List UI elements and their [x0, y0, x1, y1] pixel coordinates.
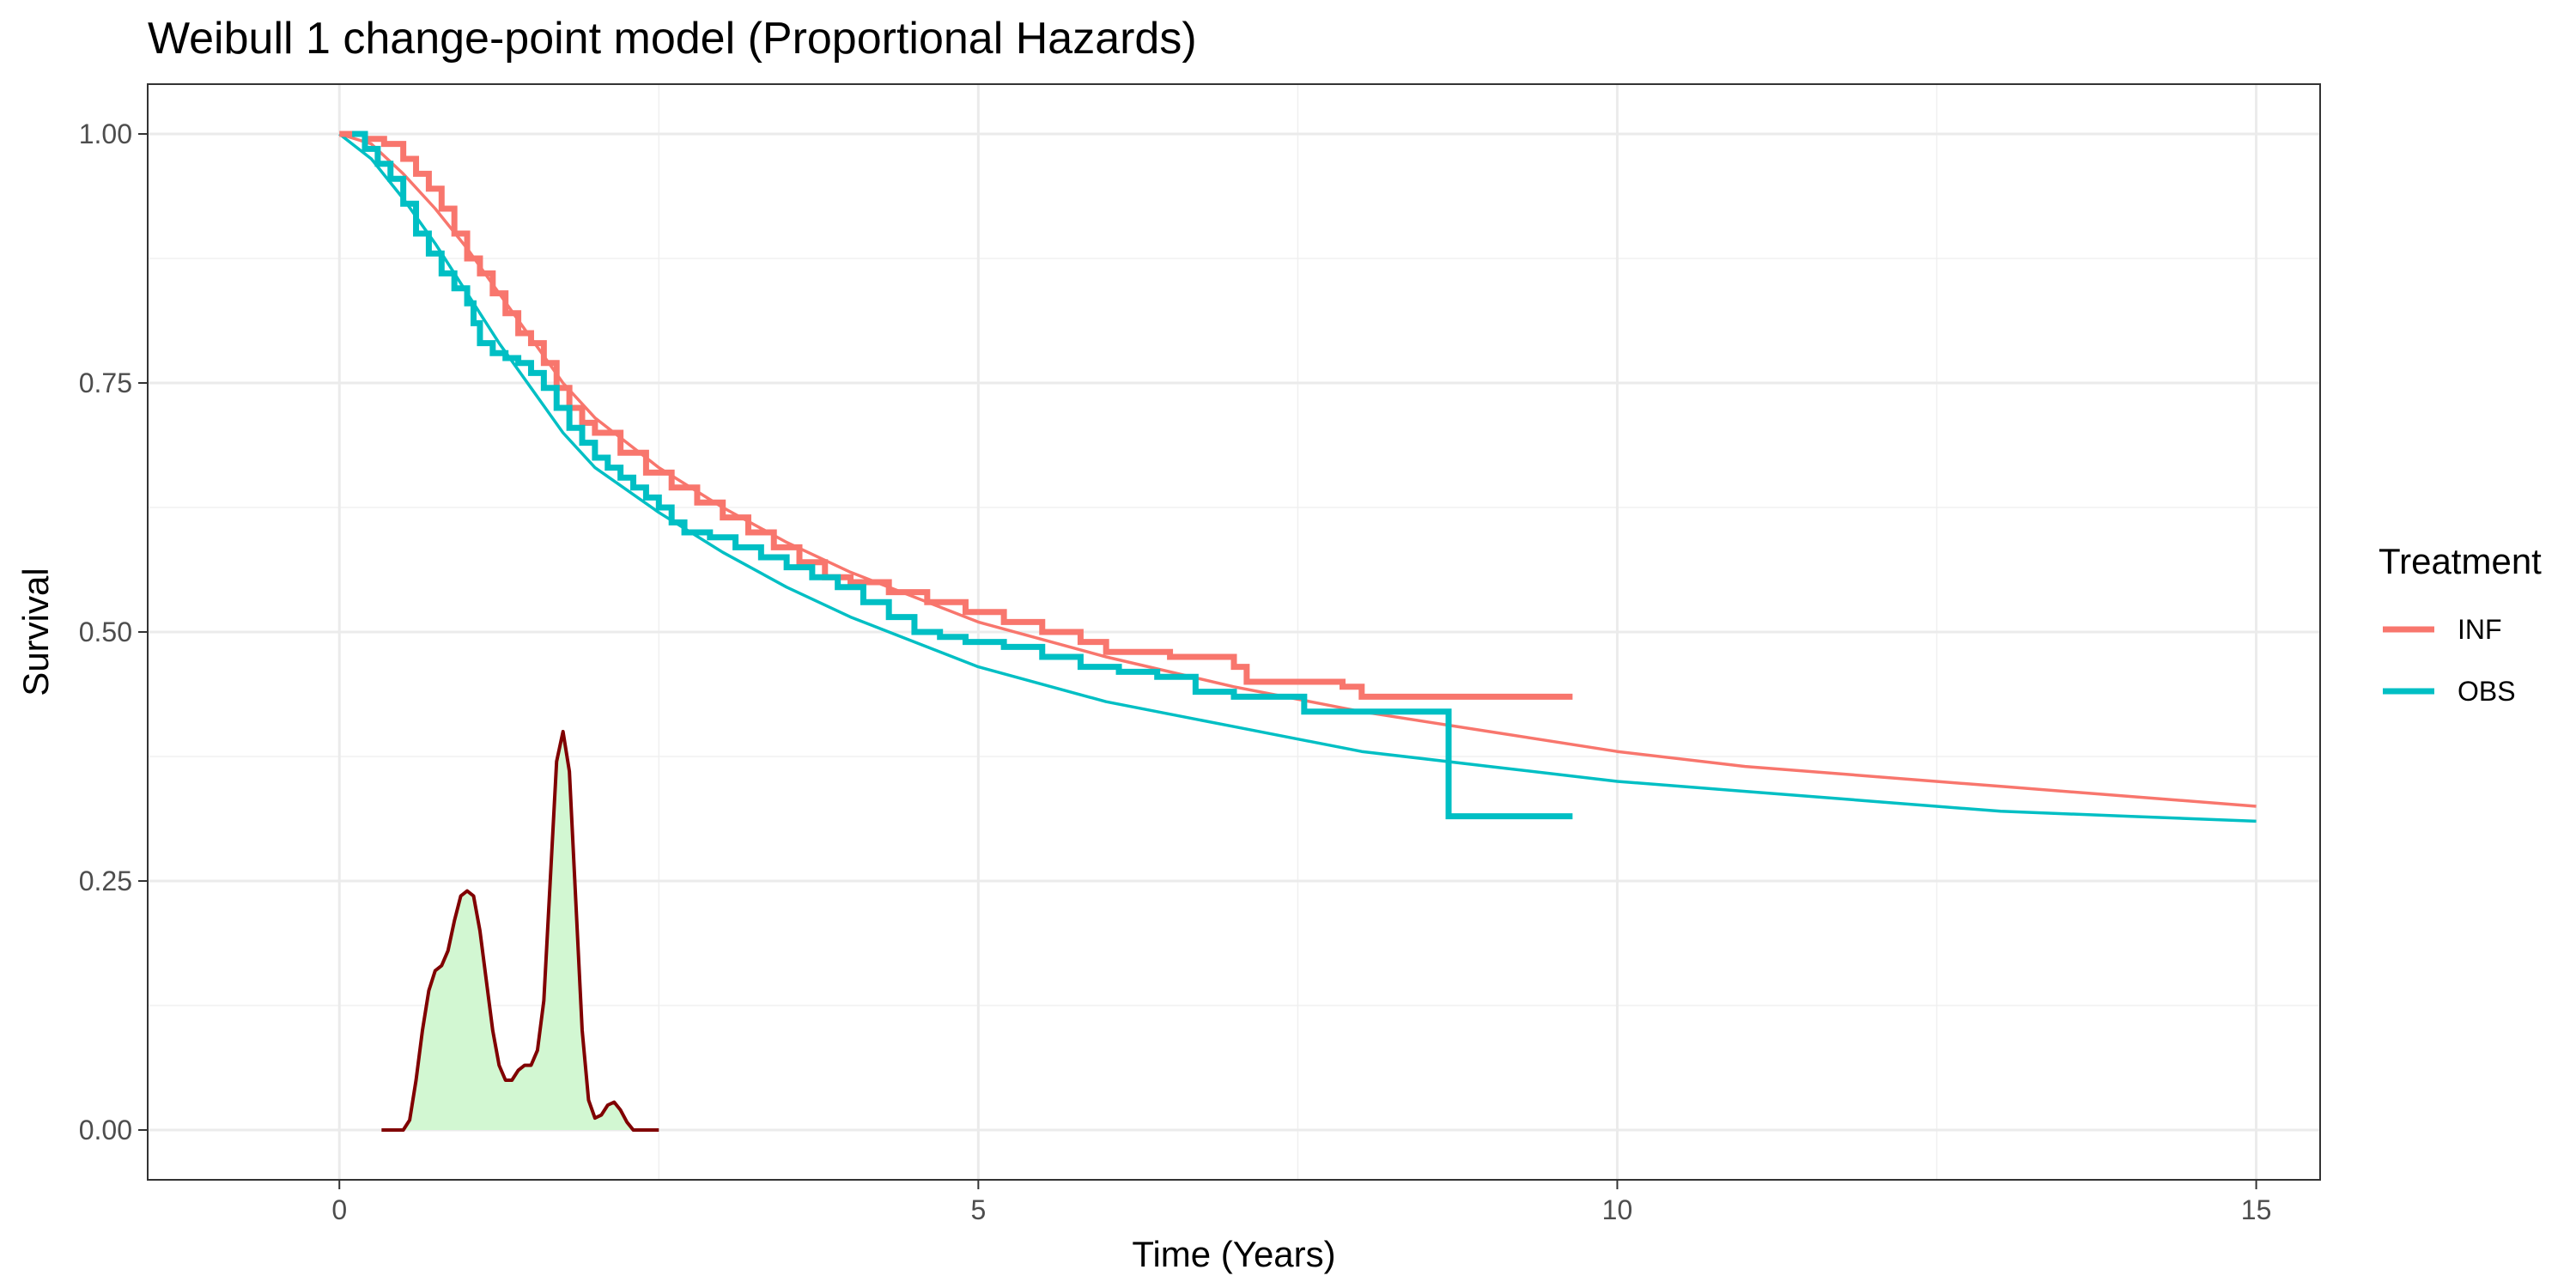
series-layer	[338, 131, 2257, 823]
x-axis-title: Time (Years)	[1132, 1234, 1335, 1274]
legend-title: Treatment	[2379, 541, 2542, 581]
y-axis-title: Survival	[15, 568, 56, 696]
legend: Treatment INF OBS	[2379, 541, 2542, 707]
density-line	[381, 730, 659, 1132]
km-curve-obs	[352, 131, 1573, 820]
plot-area	[147, 83, 2321, 1181]
x-tick-label: 0	[331, 1194, 347, 1225]
legend-label-obs: OBS	[2458, 676, 2516, 707]
legend-label-inf: INF	[2458, 614, 2502, 645]
y-tick-label: 0.00	[79, 1115, 132, 1145]
grid-lines	[148, 84, 2320, 1180]
y-tick-label: 1.00	[79, 118, 132, 149]
x-tick-label: 15	[2241, 1194, 2272, 1225]
x-tick-label: 10	[1602, 1194, 1633, 1225]
density-area	[381, 732, 659, 1130]
axes: 0 5 10 15 0.00 0.25 0.50 0.75 1.00	[79, 118, 2272, 1225]
y-tick-label: 0.25	[79, 866, 132, 896]
density-layer	[381, 730, 659, 1132]
legend-entries: INF OBS	[2383, 614, 2516, 707]
y-tick-label: 0.50	[79, 617, 132, 647]
x-tick-label: 5	[970, 1194, 986, 1225]
km-curve-inf	[339, 131, 1573, 700]
chart-title: Weibull 1 change-point model (Proportion…	[148, 14, 1197, 64]
y-tick-label: 0.75	[79, 368, 132, 398]
